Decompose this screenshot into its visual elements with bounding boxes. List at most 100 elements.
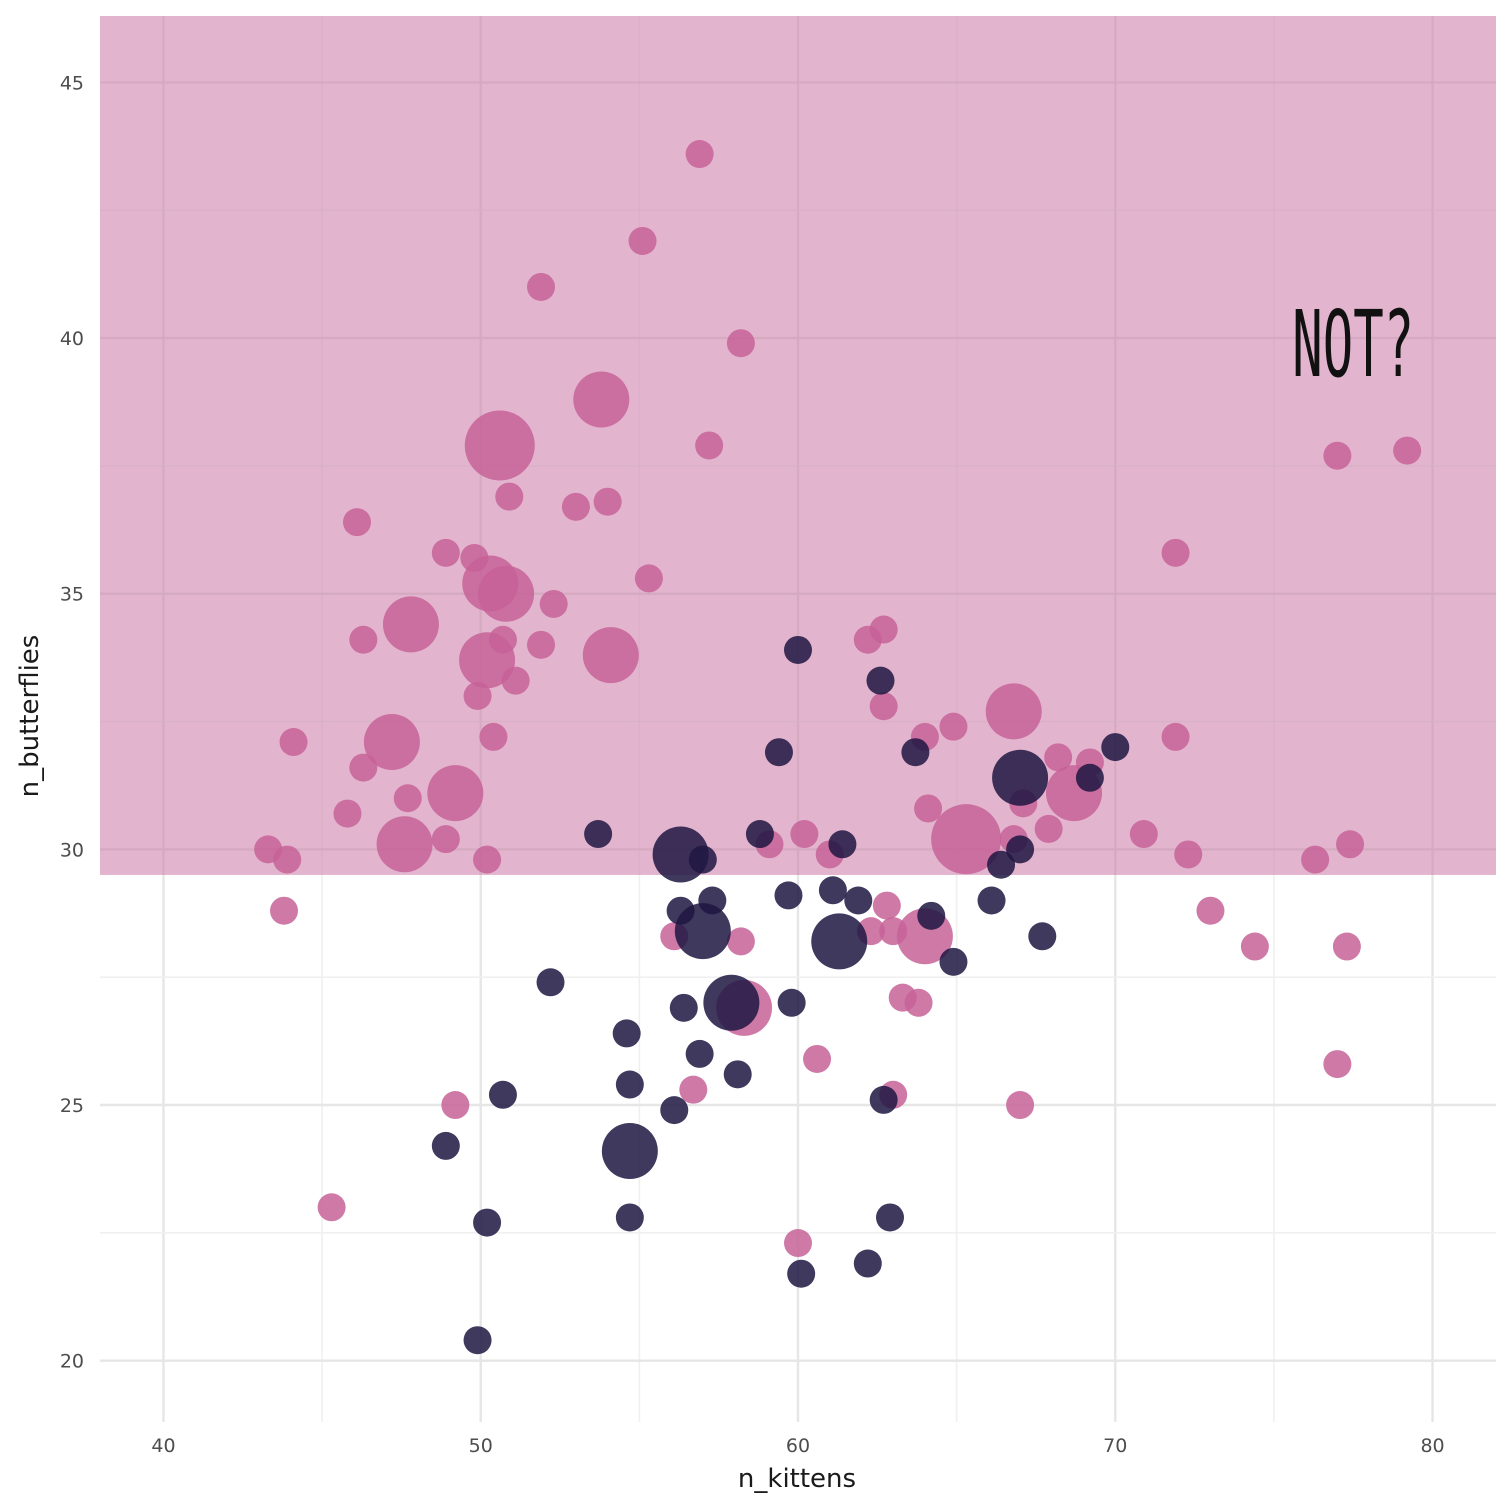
data-point-dark [615, 1203, 644, 1232]
data-point-pink [561, 492, 590, 521]
data-point-pink [726, 329, 755, 358]
data-point-dark [992, 749, 1049, 806]
data-point-pink [904, 988, 933, 1017]
data-point-pink [695, 431, 724, 460]
data-point-dark [1101, 733, 1130, 762]
data-point-dark [688, 845, 717, 874]
data-point-pink [1301, 845, 1330, 874]
data-point-pink [279, 728, 308, 757]
data-point-pink [803, 1044, 832, 1073]
data-point-dark [784, 635, 812, 664]
x-tick-label: 50 [469, 1435, 493, 1457]
data-point-pink [872, 891, 901, 920]
data-point-dark [1075, 763, 1104, 792]
data-point-dark [869, 1085, 898, 1114]
y-axis-title: n_butterflies [15, 635, 45, 798]
points-layer [254, 140, 1422, 1355]
data-point-dark [828, 830, 857, 859]
data-point-pink [939, 712, 968, 741]
data-point-pink [1323, 1050, 1352, 1079]
data-point-dark [431, 1131, 460, 1160]
data-point-dark [787, 1259, 816, 1288]
data-point-pink [427, 765, 484, 822]
data-point-pink [1323, 441, 1352, 470]
data-point-pink [685, 140, 714, 169]
data-point-pink [527, 272, 556, 301]
data-point-pink [441, 1091, 470, 1120]
data-point-pink [431, 538, 460, 567]
data-point-pink [376, 816, 433, 873]
data-point-dark [745, 820, 774, 849]
data-point-pink [784, 1229, 812, 1258]
data-point-pink [573, 371, 630, 428]
data-point-pink [539, 589, 568, 618]
data-point-dark [674, 903, 731, 960]
data-point-dark [584, 820, 613, 849]
data-point-dark [723, 1060, 752, 1089]
data-point-pink [1240, 932, 1269, 961]
data-point-pink [501, 666, 530, 695]
data-point-pink [1393, 436, 1422, 465]
data-point-dark [939, 947, 968, 976]
data-point-dark [660, 1096, 689, 1125]
data-point-pink [393, 784, 422, 813]
y-tick-label: 20 [60, 1351, 84, 1373]
data-point-pink [1332, 932, 1361, 961]
data-point-pink [382, 596, 439, 653]
data-point-pink [1006, 1091, 1035, 1120]
data-point-pink [593, 487, 622, 516]
data-point-pink [1196, 896, 1225, 925]
data-point-pink [349, 625, 378, 654]
data-point-dark [901, 738, 930, 767]
data-point-dark [853, 1249, 882, 1278]
data-point-dark [866, 666, 895, 695]
data-point-pink [790, 820, 819, 849]
data-point-pink [349, 753, 378, 782]
data-point-pink [473, 845, 502, 874]
data-point-pink [333, 799, 362, 828]
data-point-pink [479, 722, 508, 751]
y-tick-label: 40 [60, 328, 84, 350]
data-point-pink [869, 615, 898, 644]
y-tick-label: 45 [60, 72, 84, 94]
data-point-pink [431, 825, 460, 854]
data-point-pink [478, 565, 535, 622]
data-point-pink [1174, 840, 1203, 869]
data-point-pink [463, 681, 492, 710]
data-point-pink [1129, 820, 1158, 849]
x-tick-label: 80 [1420, 1435, 1444, 1457]
data-point-pink [985, 683, 1042, 740]
data-point-dark [615, 1070, 644, 1099]
data-point-pink [1044, 743, 1073, 772]
data-point-pink [317, 1193, 346, 1222]
data-point-dark [1006, 835, 1035, 864]
data-point-pink [527, 630, 556, 659]
data-point-pink [459, 632, 516, 689]
data-point-dark [1028, 922, 1057, 951]
data-point-pink [634, 564, 663, 593]
data-point-dark [811, 913, 868, 970]
data-point-dark [669, 993, 698, 1022]
data-point-pink [1161, 722, 1190, 751]
data-point-pink [679, 1075, 708, 1104]
data-point-pink [495, 482, 524, 511]
data-point-pink [869, 692, 898, 721]
data-point-dark [685, 1039, 714, 1068]
data-point-pink [363, 714, 420, 771]
data-point-pink [342, 508, 371, 537]
y-tick-label: 25 [60, 1095, 84, 1117]
data-point-dark [777, 988, 806, 1017]
data-point-dark [917, 901, 946, 930]
data-point-dark [977, 886, 1006, 915]
data-point-dark [774, 881, 803, 910]
data-point-dark [764, 738, 793, 767]
x-tick-label: 70 [1103, 1435, 1127, 1457]
x-tick-label: 60 [786, 1435, 810, 1457]
data-point-pink [1161, 538, 1190, 567]
data-point-dark [463, 1326, 492, 1355]
data-point-pink [464, 410, 535, 481]
x-tick-label: 40 [151, 1435, 175, 1457]
annotation-text: NOT? [1292, 291, 1414, 399]
data-point-pink [726, 927, 755, 956]
